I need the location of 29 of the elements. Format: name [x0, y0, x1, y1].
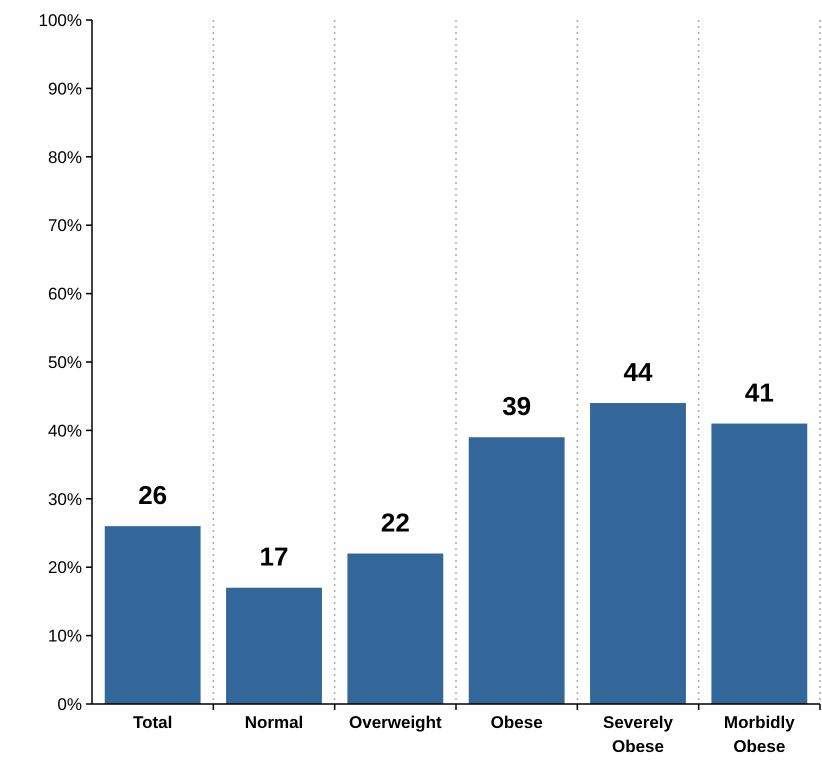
x-tick-label: Normal [244, 713, 304, 732]
data-label: 22 [380, 508, 410, 538]
data-label: 26 [138, 480, 168, 510]
x-tick-label: Total [132, 713, 172, 732]
y-tick-label: 30% [48, 490, 82, 509]
data-label: 39 [502, 391, 532, 422]
y-tick-label: 80% [48, 148, 82, 167]
bar [711, 424, 808, 704]
bar [104, 526, 201, 704]
data-label: 17 [260, 542, 288, 572]
data-label: 41 [744, 378, 774, 408]
bar [347, 554, 444, 704]
bar [590, 403, 686, 704]
y-tick-label: 40% [48, 421, 82, 440]
y-tick-label: 50% [48, 352, 82, 372]
bar [226, 588, 322, 704]
x-tick-label: Severely Obese [603, 713, 674, 756]
y-tick-label: 90% [48, 79, 82, 98]
y-tick-label: 20% [48, 558, 82, 578]
bar [468, 437, 565, 704]
x-tick-label: Obese [490, 713, 543, 732]
x-tick-label: Morbidly Obese [724, 713, 796, 756]
y-tick-label: 70% [48, 216, 82, 236]
y-tick-label: 60% [48, 284, 82, 304]
y-tick-label: 100% [38, 10, 82, 30]
data-label: 44 [624, 357, 653, 388]
x-tick-label: Overweight [349, 713, 442, 732]
y-tick-label: 0% [57, 694, 82, 714]
y-tick-label: 10% [48, 626, 82, 646]
